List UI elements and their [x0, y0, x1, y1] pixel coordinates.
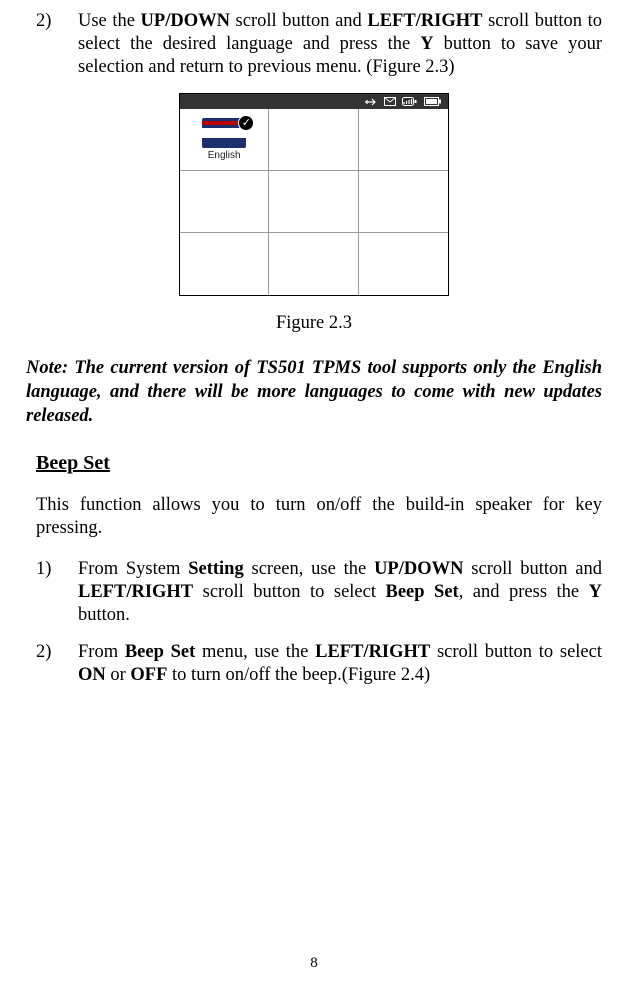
- step-number: 1): [36, 558, 78, 627]
- usb-icon: [364, 97, 378, 107]
- figure-2-3: ✓ English Figure 2.3: [26, 93, 602, 335]
- bold-text: Beep Set: [125, 642, 195, 662]
- step-body: From System Setting screen, use the UP/D…: [78, 558, 602, 627]
- empty-cell[interactable]: [359, 171, 448, 233]
- text: button.: [78, 605, 130, 625]
- page-number: 8: [0, 954, 628, 973]
- bold-text: Beep Set: [385, 582, 458, 602]
- language-english-cell[interactable]: ✓ English: [180, 109, 269, 171]
- beep-step-1: 1) From System Setting screen, use the U…: [36, 558, 602, 627]
- bold-text: LEFT/RIGHT: [78, 582, 193, 602]
- text: scroll button and: [230, 11, 367, 31]
- empty-cell[interactable]: [269, 233, 358, 295]
- bold-text: Setting: [188, 559, 244, 579]
- section-heading-beep-set: Beep Set: [36, 451, 602, 476]
- figure-caption: Figure 2.3: [26, 312, 602, 335]
- bold-text: Y: [589, 582, 602, 602]
- language-label: English: [208, 150, 241, 163]
- step-number: 2): [36, 10, 78, 79]
- text: Use the: [78, 11, 141, 31]
- bold-text: OFF: [130, 665, 167, 685]
- empty-cell[interactable]: [180, 233, 269, 295]
- empty-cell[interactable]: [269, 109, 358, 171]
- signal-icon: [402, 97, 418, 106]
- text: to turn on/off the beep.(Figure 2.4): [167, 665, 430, 685]
- language-grid: ✓ English: [180, 109, 448, 295]
- bold-text: ON: [78, 665, 106, 685]
- step-number: 2): [36, 641, 78, 687]
- text: screen, use the: [244, 559, 374, 579]
- selected-check-icon: ✓: [238, 115, 254, 131]
- text: , and press the: [459, 582, 589, 602]
- text: scroll button and: [463, 559, 602, 579]
- beep-step-2: 2) From Beep Set menu, use the LEFT/RIGH…: [36, 641, 602, 687]
- status-bar: [180, 94, 448, 109]
- bold-text: UP/DOWN: [374, 559, 463, 579]
- text: From: [78, 642, 125, 662]
- beep-intro: This function allows you to turn on/off …: [36, 494, 602, 540]
- text: scroll button to select: [430, 642, 602, 662]
- bold-text: LEFT/RIGHT: [315, 642, 430, 662]
- text: From System: [78, 559, 188, 579]
- text: menu, use the: [195, 642, 315, 662]
- empty-cell[interactable]: [180, 171, 269, 233]
- empty-cell[interactable]: [359, 233, 448, 295]
- bold-text: Y: [420, 34, 433, 54]
- text: or: [106, 665, 131, 685]
- bold-text: LEFT/RIGHT: [367, 11, 482, 31]
- device-screen: ✓ English: [179, 93, 449, 296]
- battery-icon: [424, 97, 442, 106]
- bold-text: UP/DOWN: [141, 11, 230, 31]
- step-body: Use the UP/DOWN scroll button and LEFT/R…: [78, 10, 602, 79]
- instruction-step-2: 2) Use the UP/DOWN scroll button and LEF…: [36, 10, 602, 79]
- empty-cell[interactable]: [269, 171, 358, 233]
- step-body: From Beep Set menu, use the LEFT/RIGHT s…: [78, 641, 602, 687]
- empty-cell[interactable]: [359, 109, 448, 171]
- mail-icon: [384, 97, 396, 106]
- note-text: Note: The current version of TS501 TPMS …: [26, 356, 602, 429]
- text: scroll button to select: [193, 582, 385, 602]
